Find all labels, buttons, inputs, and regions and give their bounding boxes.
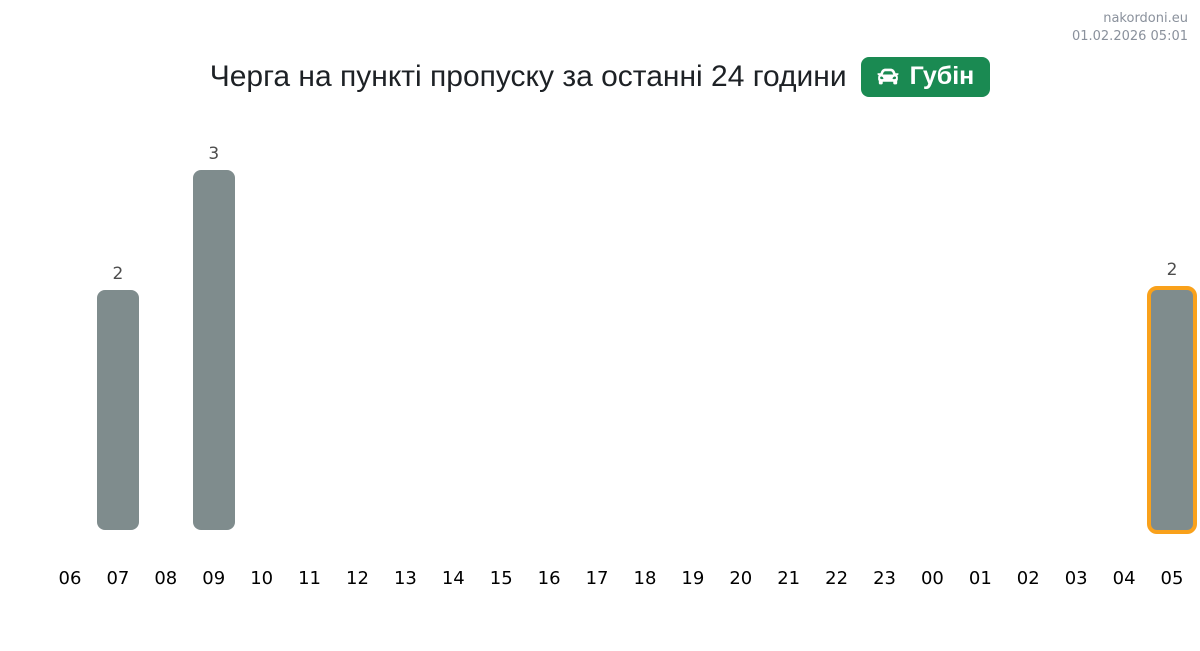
x-axis-label-16: 16 [537,568,561,589]
x-axis-label-06: 06 [58,568,82,589]
x-axis-label-13: 13 [393,568,417,589]
x-axis-label-21: 21 [777,568,801,589]
value-label-07: 2 [112,264,124,284]
watermark: nakordoni.eu 01.02.2026 05:01 [1072,10,1188,46]
x-axis-label-15: 15 [489,568,513,589]
x-axis-label-11: 11 [298,568,322,589]
x-axis-label-02: 02 [1016,568,1040,589]
x-axis-label-03: 03 [1064,568,1088,589]
x-axis-label-10: 10 [250,568,274,589]
x-axis-label-14: 14 [441,568,465,589]
x-axis-label-20: 20 [729,568,753,589]
x-axis-label-18: 18 [633,568,657,589]
x-axis-label-12: 12 [346,568,369,589]
x-axis-label-08: 08 [154,568,178,589]
x-axis-label-17: 17 [585,568,609,589]
title-row: Черга на пункті пропуску за останні 24 г… [0,57,1200,97]
badge-label: Губін [909,61,975,90]
bar-09 [192,170,235,530]
x-axis-label-00: 00 [920,568,944,589]
x-axis-label-01: 01 [968,568,992,589]
x-axis-label-22: 22 [825,568,849,589]
x-axis-label-23: 23 [873,568,896,589]
x-axis-label-05: 05 [1160,568,1184,589]
x-axis-label-04: 04 [1112,568,1136,589]
value-label-05: 2 [1166,260,1178,280]
x-axis-label-09: 09 [202,568,226,589]
bar-07 [96,290,139,530]
checkpoint-badge[interactable]: Губін [860,57,991,97]
watermark-timestamp: 01.02.2026 05:01 [1071,29,1188,44]
car-icon [875,66,901,87]
x-axis-label-07: 07 [106,568,130,589]
value-label-09: 3 [208,144,220,164]
x-axis-label-19: 19 [681,568,705,589]
bar-05-highlighted [1147,286,1197,534]
watermark-site: nakordoni.eu [1103,11,1188,26]
chart-title: Черга на пункті пропуску за останні 24 г… [209,60,847,93]
